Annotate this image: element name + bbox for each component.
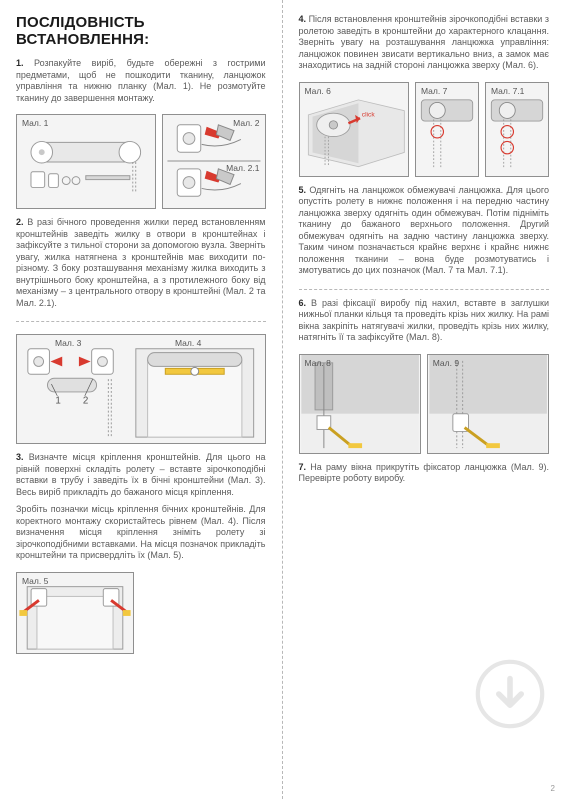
figure-2: Мал. 2 Мал. 2.1 [162,114,266,209]
fig-1-svg [17,115,155,208]
page-title: ПОСЛІДОВНІСТЬ ВСТАНОВЛЕННЯ: [16,14,266,48]
figure-6: Мал. 6 click [299,82,410,177]
page-number: 2 [551,784,555,793]
figure-71: Мал. 7.1 [485,82,549,177]
svg-text:2: 2 [83,396,88,407]
fig-row-5: Мал. 8 Мал. 9 [299,354,550,454]
step-6-body: В разі фіксації виробу під нахил, вставт… [299,298,550,343]
fig-7-svg [416,83,478,176]
step-2-body: В разі бічного проведення жилки перед вс… [16,217,266,308]
fig-9-label: Мал. 9 [433,358,459,368]
figure-7: Мал. 7 [415,82,479,177]
watermark-icon [475,659,545,729]
step-3a-text: 3. Визначте місця кріплення кронштейнів.… [16,452,266,498]
fig-21-label: Мал. 2.1 [226,163,259,173]
fig-6-label: Мал. 6 [305,86,331,96]
fig-7-label: Мал. 7 [421,86,447,96]
step-3b-body: Зробіть позначки місць кріплення бічних … [16,504,266,560]
step-4-text: 4. Після встановлення кронштейнів зірочк… [299,14,550,72]
left-column: ПОСЛІДОВНІСТЬ ВСТАНОВЛЕННЯ: 1. Розпакуйт… [0,0,283,799]
svg-text:1: 1 [55,396,60,407]
figure-1: Мал. 1 [16,114,156,209]
fig-2-label: Мал. 2 [233,118,259,128]
figure-9: Мал. 9 [427,354,549,454]
step-7-body: На раму вікна прикрутіть фіксатор ланцюж… [299,462,550,484]
divider-right [299,289,550,290]
fig-8-label: Мал. 8 [305,358,331,368]
step-5-text: 5. Одягніть на ланцюжок обмежувачі ланцю… [299,185,550,277]
step-1-body: Розпакуйте виріб, будьте обережні з гост… [16,58,266,103]
fig-row-3: Мал. 5 [16,572,266,654]
fig-6-svg: click [300,83,409,176]
step-7-num: 7. [299,462,307,472]
fig-71-svg [486,83,548,176]
step-1-num: 1. [16,58,24,68]
fig-row-1: Мал. 1 Мал. 2 Мал. 2.1 [16,114,266,209]
step-6-num: 6. [299,298,307,308]
fig-3-label: Мал. 3 [55,338,81,348]
fig-2-svg [163,115,265,208]
step-3a-body: Визначте місця кріплення кронштейнів. Дл… [16,452,266,497]
figure-8: Мал. 8 [299,354,421,454]
step-7-text: 7. На раму вікна прикрутіть фіксатор лан… [299,462,550,485]
figure-5: Мал. 5 [16,572,134,654]
step-1-text: 1. Розпакуйте виріб, будьте обережні з г… [16,58,266,104]
step-3-num: 3. [16,452,24,462]
fig-1-label: Мал. 1 [22,118,48,128]
step-5-body: Одягніть на ланцюжок обмежувачі ланцюжка… [299,185,550,276]
step-5-num: 5. [299,185,307,195]
fig-9-svg [428,355,548,453]
fig-71-label: Мал. 7.1 [491,86,524,96]
divider-left [16,321,266,322]
step-4-body: Після встановлення кронштейнів зірочкопо… [299,14,550,70]
step-2-num: 2. [16,217,24,227]
fig-5-label: Мал. 5 [22,576,48,586]
step-2-text: 2. В разі бічного проведення жилки перед… [16,217,266,309]
fig-8-svg [300,355,420,453]
step-6-text: 6. В разі фіксації виробу під нахил, вст… [299,298,550,344]
fig-4-label: Мал. 4 [175,338,201,348]
step-3b-text: Зробіть позначки місць кріплення бічних … [16,504,266,562]
figure-3-4: Мал. 3 Мал. 4 1 2 [16,334,266,444]
fig-34-svg: 1 2 [17,335,265,443]
step-4-num: 4. [299,14,307,24]
fig-row-4: Мал. 6 click Мал. 7 [299,82,550,177]
fig-row-2: Мал. 3 Мал. 4 1 2 [16,334,266,444]
click-label: click [361,111,375,118]
